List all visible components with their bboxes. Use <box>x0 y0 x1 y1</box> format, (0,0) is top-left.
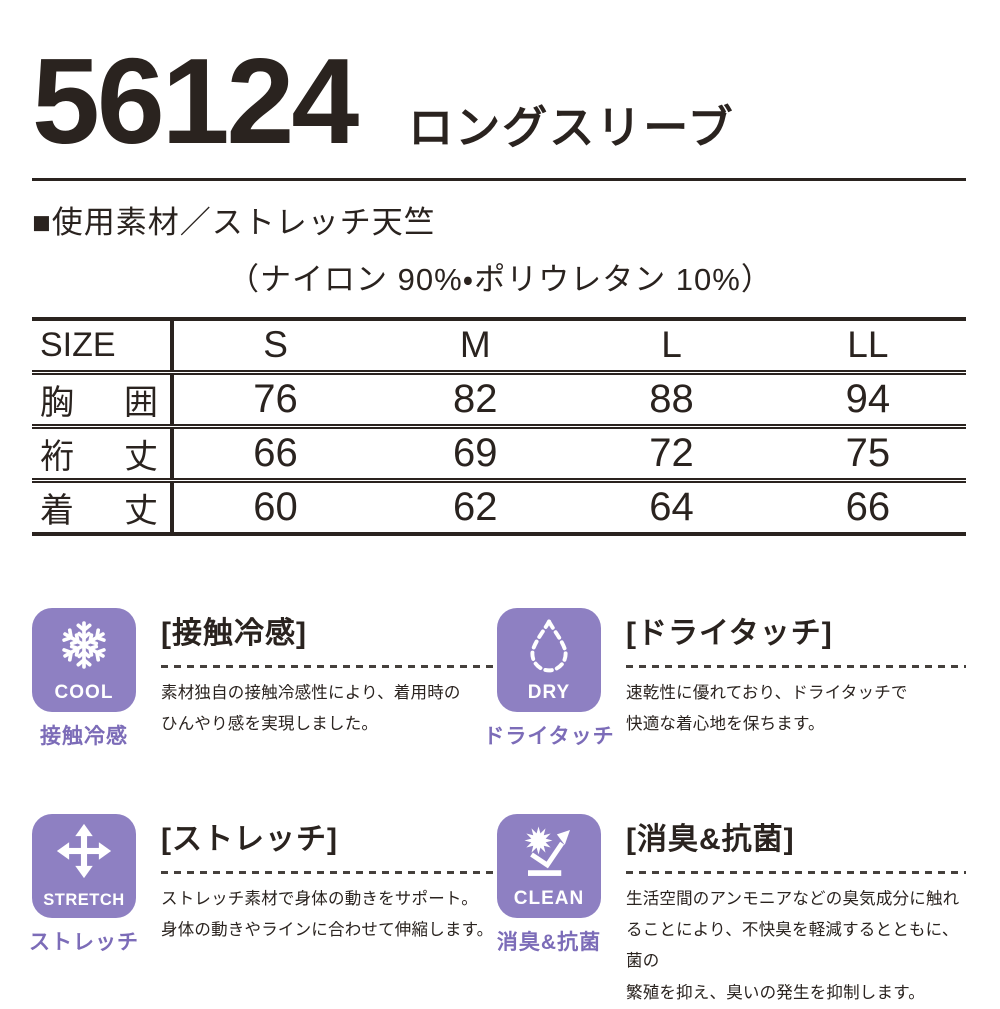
dry-badge: DRY ドライタッチ <box>483 607 614 750</box>
size-table-header-row: SIZE S M L LL <box>32 319 966 372</box>
table-row-sleeve: 裄丈 66 69 72 75 <box>32 423 966 480</box>
badge-label-jp: 接触冷感 <box>40 724 128 748</box>
feature-heading: [ストレッチ] <box>161 822 338 856</box>
badge-label-jp: ストレッチ <box>29 930 139 954</box>
feature-text: [接触冷感] 素材独自の接触冷感性により、着用時の ひんやり感を実現しました。 <box>161 608 497 741</box>
badge-label-en: STRETCH <box>43 890 125 909</box>
stretch-arrows-icon <box>56 823 112 879</box>
table-row-length: 着丈 60 62 64 66 <box>32 477 966 534</box>
feature-text: [ストレッチ] ストレッチ素材で身体の動きをサポート。 身体の動きやラインに合わ… <box>161 814 497 947</box>
badge-label-en: DRY <box>527 681 571 703</box>
feature-clean: CLEAN 消臭&抗菌 [消臭&抗菌] 生活空間のアンモニアなどの臭気成分に触れ… <box>496 813 966 1009</box>
badge-label-jp: ドライタッチ <box>483 724 615 748</box>
feature-body: 生活空間のアンモニアなどの臭気成分に触れ ることにより、不快臭を軽減するとともに… <box>626 889 960 1002</box>
sleeve-value-m: 69 <box>377 423 574 480</box>
sleeve-value-s: 66 <box>172 423 378 480</box>
stretch-badge: STRETCH ストレッチ <box>29 813 139 956</box>
size-col-header-ll: LL <box>847 324 889 366</box>
feature-heading: [消臭&抗菌] <box>626 822 795 856</box>
size-table: SIZE S M L LL 胸囲 76 82 88 94 裄丈 66 69 72… <box>32 317 966 536</box>
chest-value-m: 82 <box>377 369 574 426</box>
product-header: 56124 ロングスリーブ <box>32 40 966 162</box>
feature-heading: [接触冷感] <box>161 616 307 650</box>
length-value-ll: 66 <box>769 477 966 534</box>
length-value-l: 64 <box>573 477 770 534</box>
product-name: ロングスリーブ <box>408 102 735 153</box>
badge-label-en: CLEAN <box>513 887 585 909</box>
chest-value-s: 76 <box>172 369 378 426</box>
feature-body: 速乾性に優れており、ドライタッチで 快適な着心地を保ちます。 <box>626 683 908 733</box>
feature-cool: COOL 接触冷感 [接触冷感] 素材独自の接触冷感性により、着用時の ひんやり… <box>32 607 497 750</box>
size-col-header-m: M <box>459 324 491 366</box>
sleeve-value-ll: 75 <box>769 423 966 480</box>
length-value-s: 60 <box>172 477 378 534</box>
product-code: 56124 <box>32 33 359 169</box>
row-label-sleeve: 裄丈 <box>32 423 174 480</box>
clean-badge-square: CLEAN <box>497 813 601 918</box>
dashed-divider <box>626 870 966 874</box>
cool-badge: COOL 接触冷感 <box>32 607 136 750</box>
row-label-length: 着丈 <box>32 477 174 534</box>
feature-text: [消臭&抗菌] 生活空間のアンモニアなどの臭気成分に触れ ることにより、不快臭を… <box>626 814 966 1009</box>
header-divider <box>32 178 966 181</box>
feature-body: 素材独自の接触冷感性により、着用時の ひんやり感を実現しました。 <box>161 683 461 733</box>
feature-grid: COOL 接触冷感 [接触冷感] 素材独自の接触冷感性により、着用時の ひんやり… <box>29 607 966 1009</box>
dry-badge-square: DRY <box>497 607 601 712</box>
feature-heading: [ドライタッチ] <box>626 616 833 650</box>
stretch-badge-square: STRETCH <box>32 813 136 918</box>
feature-text: [ドライタッチ] 速乾性に優れており、ドライタッチで 快適な着心地を保ちます。 <box>626 608 966 741</box>
snowflake-icon <box>56 617 112 673</box>
badge-label-jp: 消臭&抗菌 <box>496 930 602 954</box>
feature-body: ストレッチ素材で身体の動きをサポート。 身体の動きやラインに合わせて伸縮します。 <box>161 889 494 939</box>
cool-badge-square: COOL <box>32 607 136 712</box>
sleeve-value-l: 72 <box>573 423 770 480</box>
table-row-chest: 胸囲 76 82 88 94 <box>32 369 966 426</box>
dashed-divider <box>161 870 497 874</box>
dashed-divider <box>626 664 966 668</box>
row-label-chest: 胸囲 <box>32 369 174 426</box>
badge-label-en: COOL <box>54 681 114 703</box>
feature-stretch: STRETCH ストレッチ [ストレッチ] ストレッチ素材で身体の動きをサポート… <box>29 813 497 1009</box>
size-table-corner-cell: SIZE <box>32 319 174 372</box>
chest-value-ll: 94 <box>769 369 966 426</box>
burst-arrow-icon <box>521 823 577 879</box>
size-col-header-l: L <box>661 324 682 366</box>
droplet-icon <box>521 616 577 673</box>
size-col-header-s: S <box>263 324 288 366</box>
dashed-divider <box>161 664 497 668</box>
length-value-m: 62 <box>377 477 574 534</box>
material-composition: （ナイロン 90%・ポリウレタン 10%） <box>228 262 773 297</box>
material-heading: ■使用素材／ストレッチ天竺 <box>32 205 436 240</box>
clean-badge: CLEAN 消臭&抗菌 <box>496 813 602 956</box>
feature-dry: DRY ドライタッチ [ドライタッチ] 速乾性に優れており、ドライタッチで 快適… <box>483 607 966 750</box>
chest-value-l: 88 <box>573 369 770 426</box>
